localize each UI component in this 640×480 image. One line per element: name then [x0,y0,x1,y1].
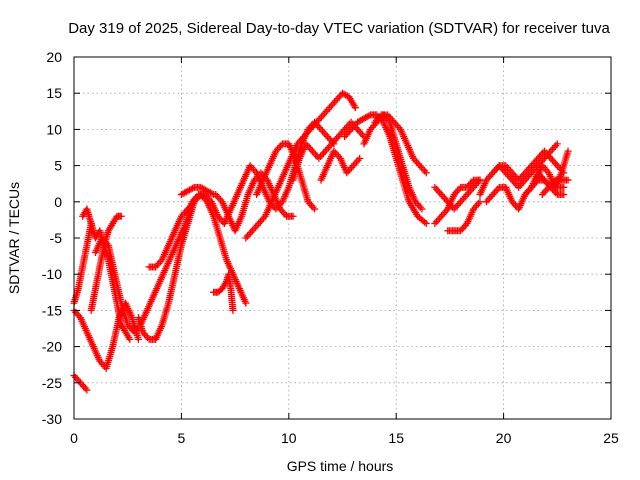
series-pass-5 [87,212,125,314]
series-pass-22 [444,198,484,235]
series-pass-28 [538,176,572,199]
data-point [553,140,561,148]
x-tick-label: 20 [496,430,512,446]
data-point [242,299,250,307]
data-point [365,112,373,120]
data-point [126,335,134,343]
series-pass-16 [317,147,364,184]
data-point [190,198,198,206]
x-axis-label: GPS time / hours [287,458,394,474]
x-tick-label: 15 [388,430,404,446]
x-tick-label: 10 [281,430,297,446]
y-tick-label: -20 [42,339,62,355]
data-point [208,190,216,198]
y-tick-label: 15 [46,85,62,101]
data-point [351,104,359,112]
data-marks [70,89,572,394]
series-pass-8 [145,198,198,271]
data-point [229,306,237,314]
chart-title: Day 319 of 2025, Sidereal Day-to-day VTE… [68,20,610,37]
y-tick-label: 20 [46,49,62,65]
data-point [134,335,142,343]
series-pass-17 [341,111,430,228]
y-tick-label: -25 [42,375,62,391]
x-tick-label: 25 [603,430,619,446]
data-point [422,169,430,177]
x-tick-label: 0 [70,430,78,446]
data-point [476,198,484,206]
y-axis-label: SDTVAR / TECUs [6,182,22,294]
series-pass-21 [431,176,484,228]
data-point [356,154,364,162]
y-tick-label: 5 [54,158,62,174]
data-point [560,191,568,199]
data-point [564,176,572,184]
series-pass-9 [177,183,218,199]
data-point [564,147,572,155]
axis-ticks: 0 5 10 15 20 25 -30 -25 -20 -15 -10 -5 0 5 10 15 20 [42,49,619,446]
y-tick-label: -5 [50,230,63,246]
data-point [83,386,91,394]
series-pass-25 [489,147,568,184]
y-tick-label: -15 [42,302,62,318]
data-point [560,183,568,191]
data-point [476,176,484,184]
series-pass-10 [210,270,237,314]
series-pass-15 [289,118,368,184]
data-point [311,205,319,213]
series-pass-19 [371,111,430,177]
y-tick-label: -30 [42,411,62,427]
data-point [418,205,426,213]
data-point [117,212,125,220]
series-pass-18 [360,111,426,213]
y-tick-label: 0 [54,194,62,210]
x-tick-label: 5 [178,430,186,446]
y-tick-label: -10 [42,266,62,282]
data-point [289,212,297,220]
series-pass-14 [253,140,319,213]
data-point [189,184,197,192]
series-pass-6 [91,191,228,336]
series-pass-7 [134,191,250,343]
y-tick-label: 10 [46,121,62,137]
data-point [422,220,430,228]
